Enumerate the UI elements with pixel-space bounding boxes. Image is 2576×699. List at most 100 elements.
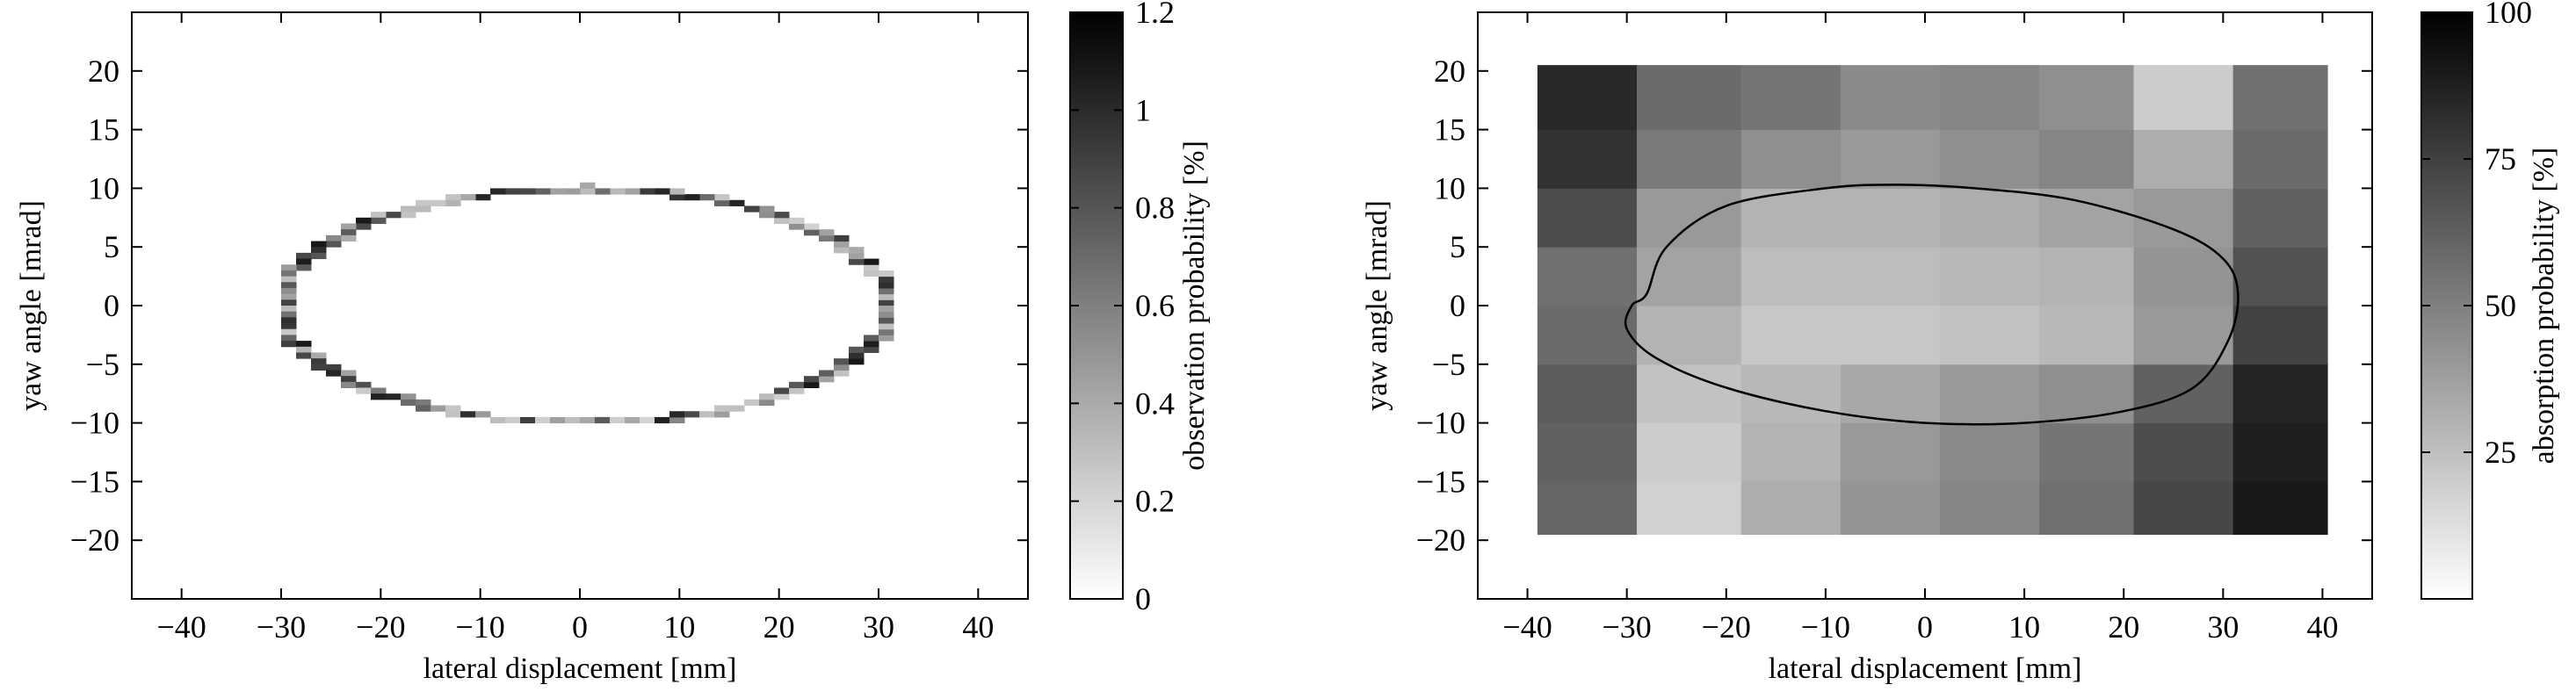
heatmap-cell [1939,364,2040,424]
heatmap-cell [296,341,312,348]
heatmap-cell [640,416,655,424]
left-x-axis-label: lateral displacement [mm] [423,652,737,685]
right-y-axis-label: yaw angle [mrad] [1361,200,1393,411]
y-tick-label: 10 [1434,170,1465,205]
heatmap-cell [386,393,402,400]
heatmap-cell [1840,129,1941,189]
heatmap-cell [296,352,312,359]
heatmap-cell [1636,65,1742,131]
heatmap-cell [341,376,357,383]
heatmap-cell [2133,65,2234,131]
heatmap-cell [1537,481,1638,536]
heatmap-cell [849,247,865,254]
heatmap-cell [431,199,446,206]
heatmap-cell [2232,188,2328,248]
heatmap-cell [416,399,431,407]
heatmap-cell [580,188,596,195]
heatmap-cell [625,416,640,424]
colorbar-tick-label: 0.2 [1135,484,1175,519]
heatmap-cell [714,194,730,201]
y-tick-label: −10 [70,406,119,441]
heatmap-cell [2039,364,2135,424]
colorbar-tick-label: 50 [2485,288,2516,323]
heatmap-cell [281,293,297,300]
heatmap-cell [1840,422,1941,482]
heatmap-cell [834,370,850,377]
heatmap-cell [1636,422,1742,482]
colorbar-tick-label: 0.8 [1135,191,1175,226]
heatmap-cell [356,381,372,389]
heatmap-cell [1740,129,1842,189]
heatmap-cell [1740,247,1842,306]
heatmap-cell [819,376,835,383]
heatmap-cell [401,399,416,407]
heatmap-cell [371,393,387,400]
colorbar-tick-label: 25 [2485,435,2516,470]
heatmap-cell [1537,306,1638,365]
heatmap-cell [296,264,312,271]
x-tick-label: 30 [2207,609,2239,645]
heatmap-cell [2232,247,2328,306]
heatmap-cell [580,182,596,189]
x-tick-label: 0 [1917,609,1933,645]
heatmap-cell [849,358,865,365]
heatmap-cell [296,258,312,265]
heatmap-cell [1840,364,1941,424]
heatmap-cell [341,223,357,230]
heatmap-cell [864,258,879,265]
heatmap-cell [849,346,865,353]
heatmap-cell [789,217,805,224]
x-tick-label: −10 [456,609,505,645]
heatmap-cell [834,364,850,371]
heatmap-cell [311,247,327,254]
heatmap-cell [1636,188,1742,248]
heatmap-cell [1939,129,2040,189]
heatmap-cell [789,387,805,394]
heatmap-cell [1939,188,2040,248]
heatmap-cell [386,212,402,219]
heatmap-cell [326,241,342,248]
heatmap-cell [879,276,894,283]
heatmap-cell [2039,247,2135,306]
heatmap-cell [281,276,297,283]
heatmap-cell [2039,129,2135,189]
heatmap-cell [550,416,566,424]
y-tick-label: −15 [70,464,119,499]
heatmap-cell [774,393,790,400]
heatmap-cell [281,282,297,289]
heatmap-cell [834,234,850,242]
heatmap-cell [879,317,894,324]
heatmap-cell [431,405,446,412]
heatmap-cell [669,416,685,424]
heatmap-cell [416,205,431,213]
heatmap-cell [2232,481,2328,536]
heatmap-cell [669,188,685,195]
x-tick-label: −30 [1603,609,1652,645]
heatmap-cell [789,223,805,230]
heatmap-cell [879,335,894,342]
heatmap-cell [281,317,297,324]
colorbar-tick-label: 0.4 [1135,386,1175,421]
x-tick-label: −40 [157,609,206,645]
heatmap-cell [864,264,879,271]
heatmap-cell [2232,422,2328,482]
heatmap-cell [1740,65,1842,131]
heatmap-cell [1939,247,2040,306]
heatmap-cell [311,252,327,260]
heatmap-cell [580,416,596,424]
heatmap-cell [849,252,865,260]
left-heatmap-cells [281,182,894,424]
y-tick-label: −5 [86,347,119,382]
heatmap-cell [281,335,297,342]
heatmap-cell [356,223,372,230]
heatmap-cell [879,270,894,277]
heatmap-cell [1939,422,2040,482]
heatmap-cell [2133,481,2234,536]
heatmap-cell [655,188,670,195]
heatmap-cell [341,381,357,389]
heatmap-cell [2232,65,2328,131]
heatmap-cell [565,416,581,424]
heatmap-cell [341,234,357,242]
heatmap-cell [2232,129,2328,189]
heatmap-cell [849,352,865,359]
